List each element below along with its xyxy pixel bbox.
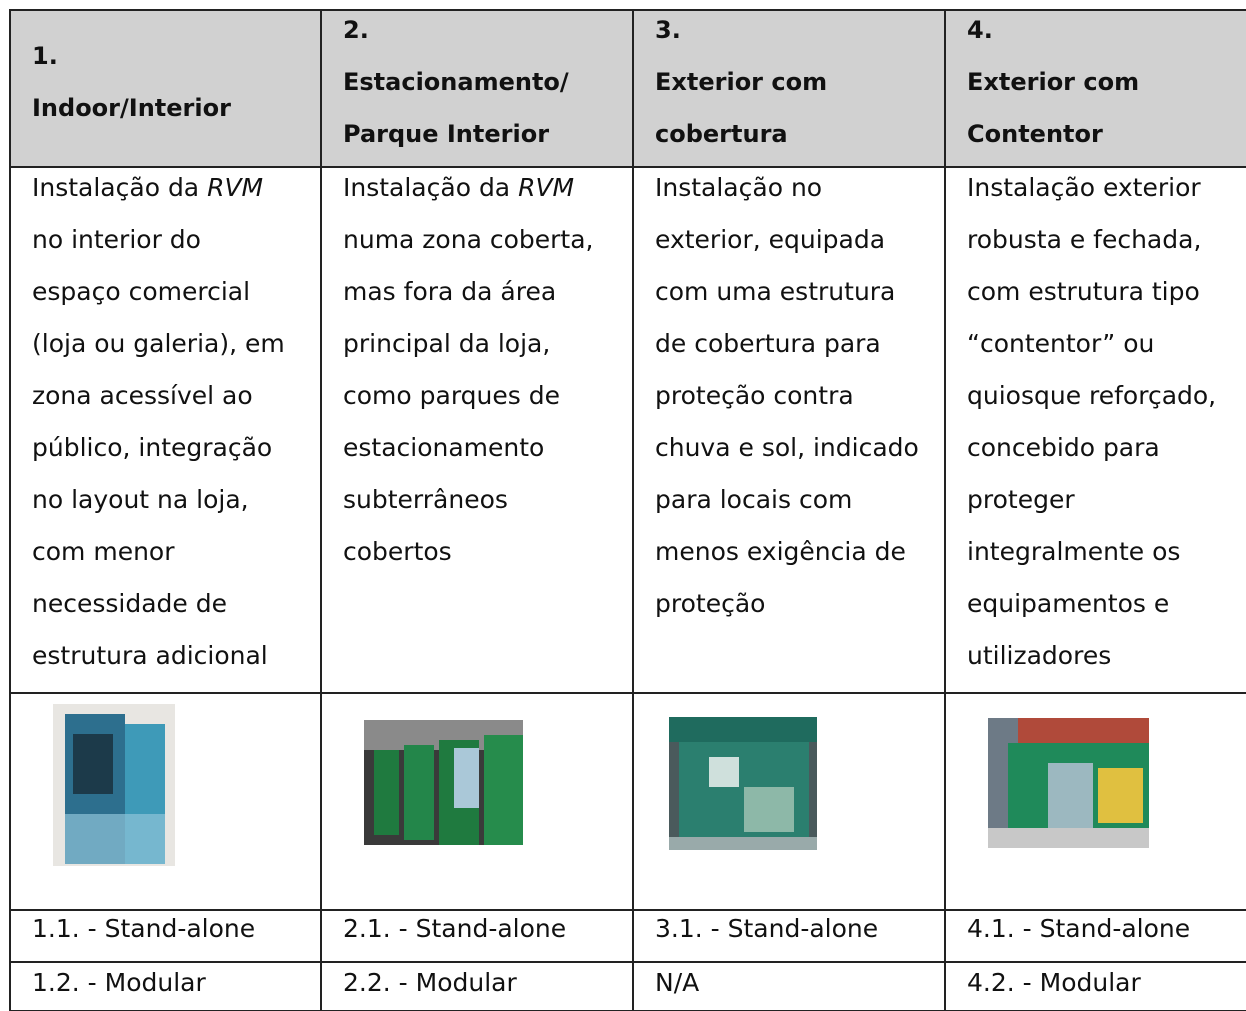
variant-text: 3.1. - Stand-alone (655, 914, 879, 943)
description-line: espaço comercial (32, 277, 251, 306)
description-cell: Instalação exterior robusta e fechada, com… (967, 162, 1216, 682)
description-cell: Instalação da RVM no interior do espaço co… (32, 162, 285, 682)
variant-text: 1.2. - Modular (32, 968, 206, 997)
description-line-italic: RVM (518, 173, 575, 202)
description-line: cobertos (343, 537, 452, 566)
header-background (10, 10, 1246, 167)
description-line: Instalação da RVM (343, 162, 593, 214)
variant-cell: 3.1. - Stand-alone (655, 903, 878, 955)
row-border (10, 961, 1246, 963)
variant-cell: 1.1. - Stand-alone (32, 903, 255, 955)
description-line: subterrâneos (343, 485, 508, 514)
description-line: como parques de (343, 381, 560, 410)
description-line: para locais com (655, 485, 853, 514)
description-line: de cobertura para (655, 329, 881, 358)
description-line: mas fora da área (343, 277, 557, 306)
description-line: chuva e sol, indicado (655, 433, 919, 462)
row-border (10, 166, 1246, 168)
description-line: quiosque reforçado, (967, 381, 1217, 410)
description-line: Instalação da RVM (32, 162, 285, 214)
description-line: proteção contra (655, 381, 854, 410)
header-line: Indoor/Interior (32, 94, 231, 122)
description-line: no layout na loja, (32, 485, 249, 514)
description-line: Instalação exterior (967, 173, 1201, 202)
variant-cell: 2.2. - Modular (343, 957, 517, 1009)
description-line: no interior do (32, 225, 201, 254)
header-cell: 4. Exterior com Contentor (967, 4, 1139, 160)
description-line-part: Instalação da (343, 173, 519, 202)
header-line: 2. (343, 16, 369, 44)
header-cell: 2. Estacionamento/Parque Interior (343, 4, 569, 160)
description-line: público, integração (32, 433, 273, 462)
column-border (944, 9, 946, 1011)
header-line: cobertura (655, 120, 788, 148)
header-line: 4. (967, 16, 993, 44)
description-line: integralmente os (967, 537, 1181, 566)
header-cell: 3. Exterior com cobertura (655, 4, 827, 160)
variant-text: N/A (655, 968, 700, 997)
description-line: equipamentos e (967, 589, 1170, 618)
header-line: Estacionamento/ (343, 68, 569, 96)
description-line: proteção (655, 589, 766, 618)
variant-text: 2.1. - Stand-alone (343, 914, 567, 943)
header-line: Exterior com (655, 68, 828, 96)
header-line: Exterior com (967, 68, 1140, 96)
photo (53, 704, 175, 866)
description-line: com uma estrutura (655, 277, 896, 306)
photo (669, 717, 817, 850)
description-line-part: Instalação da (32, 173, 208, 202)
row-border (10, 692, 1246, 694)
column-border (632, 9, 634, 1011)
variant-cell: 2.1. - Stand-alone (343, 903, 566, 955)
description-line: zona acessível ao (32, 381, 253, 410)
description-line: necessidade de (32, 589, 227, 618)
variant-text: 2.2. - Modular (343, 968, 517, 997)
description-line: robusta e fechada, (967, 225, 1202, 254)
description-line: Instalação no (655, 173, 823, 202)
row-border (10, 909, 1246, 911)
header-line: Contentor (967, 120, 1103, 148)
description-line: estacionamento (343, 433, 545, 462)
description-line: principal da loja, (343, 329, 551, 358)
description-line: concebido para (967, 433, 1160, 462)
description-line: “contentor” ou (967, 329, 1155, 358)
header-line: Parque Interior (343, 120, 550, 148)
header-cell: 1. Indoor/Interior (32, 30, 231, 134)
description-line: numa zona coberta, (343, 225, 594, 254)
variant-cell: 4.1. - Stand-alone (967, 903, 1190, 955)
variant-text: 1.1. - Stand-alone (32, 914, 256, 943)
header-line: 1. (32, 42, 58, 70)
description-line: estrutura adicional (32, 641, 268, 670)
description-line: (loja ou galeria), em (32, 329, 285, 358)
description-cell: Instalação da RVM numa zona coberta, mas f… (343, 162, 593, 578)
description-line-italic: RVM (207, 173, 264, 202)
variant-cell: 1.2. - Modular (32, 957, 206, 1009)
variant-cell: 4.2. - Modular (967, 957, 1141, 1009)
variant-text: 4.2. - Modular (967, 968, 1141, 997)
description-line: utilizadores (967, 641, 1112, 670)
description-line: exterior, equipada (655, 225, 886, 254)
row-border (10, 9, 1246, 11)
variant-text: 4.1. - Stand-alone (967, 914, 1191, 943)
column-border (9, 9, 11, 1011)
description-line: proteger (967, 485, 1075, 514)
header-line: 3. (655, 16, 681, 44)
photo (988, 718, 1149, 848)
column-border (320, 9, 322, 1011)
photo (364, 720, 523, 845)
description-cell: Instalação no exterior, equipada com uma e… (655, 162, 919, 630)
description-line: menos exigência de (655, 537, 906, 566)
description-line: com menor (32, 537, 175, 566)
variant-cell: N/A (655, 957, 699, 1009)
description-line: com estrutura tipo (967, 277, 1200, 306)
